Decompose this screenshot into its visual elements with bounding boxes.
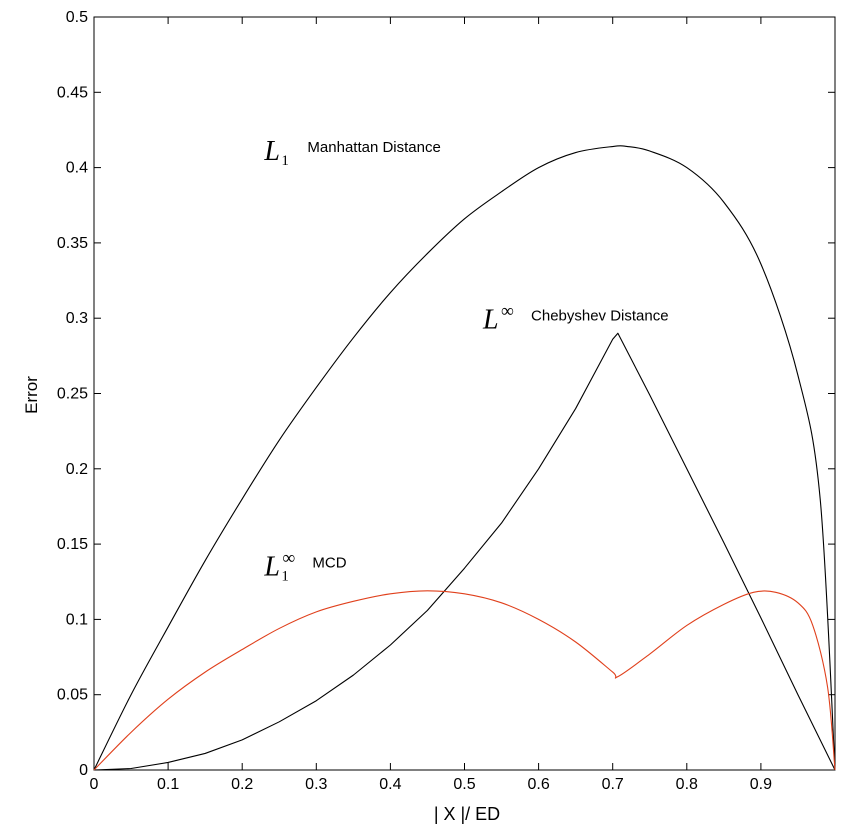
x-tick-label: 0.9 [750,776,772,793]
mcd-series-line [93,590,836,771]
x-tick-label: 0.7 [602,776,624,793]
chebyshev-series-line [93,332,836,771]
annotation-symbol: L [263,552,280,583]
x-tick-label: 0 [90,776,99,793]
y-tick-label: 0.1 [66,611,88,628]
y-tick-label: 0.15 [57,536,88,553]
y-tick-label: 0.05 [57,687,88,704]
manhattan-annotation: L 1 Manhattan Distance [263,136,440,169]
y-tick-label: 0.25 [57,386,88,403]
y-axis-label: Error [22,376,41,414]
annotation-subscript: 1 [281,153,289,169]
annotation-symbol: L [482,305,499,336]
annotation-symbol: L [263,136,280,167]
y-tick-label: 0 [79,762,88,779]
y-tick-label: 0.35 [57,235,88,252]
y-tick-label: 0.45 [57,84,88,101]
x-tick-label: 0.2 [231,776,253,793]
annotation-text: MCD [312,555,346,572]
x-tick-label: 0.8 [676,776,698,793]
annotation-subscript: 1 [281,569,289,585]
x-axis-label: | X |/ ED [434,804,500,824]
chebyshev-annotation: L ∞ Chebyshev Distance [482,301,669,336]
x-tick-label: 0.3 [305,776,327,793]
x-tick-label: 0.1 [157,776,179,793]
x-tick-label: 0.5 [453,776,475,793]
plot-frame [93,16,836,771]
y-tick-label: 0.2 [66,461,88,478]
x-tick-label: 0.6 [527,776,549,793]
x-tick-label: 0.4 [379,776,401,793]
annotation-superscript: ∞ [501,301,514,321]
y-tick-label: 0.4 [66,160,88,177]
manhattan-series-line [93,145,836,771]
mcd-annotation: L 1∞ MCD [263,548,346,585]
annotation-superscript: ∞ [282,548,295,568]
y-tick-label: 0.5 [66,9,88,26]
y-tick-label: 0.3 [66,310,88,327]
annotation-text: Manhattan Distance [307,139,440,156]
annotation-text: Chebyshev Distance [531,308,669,325]
